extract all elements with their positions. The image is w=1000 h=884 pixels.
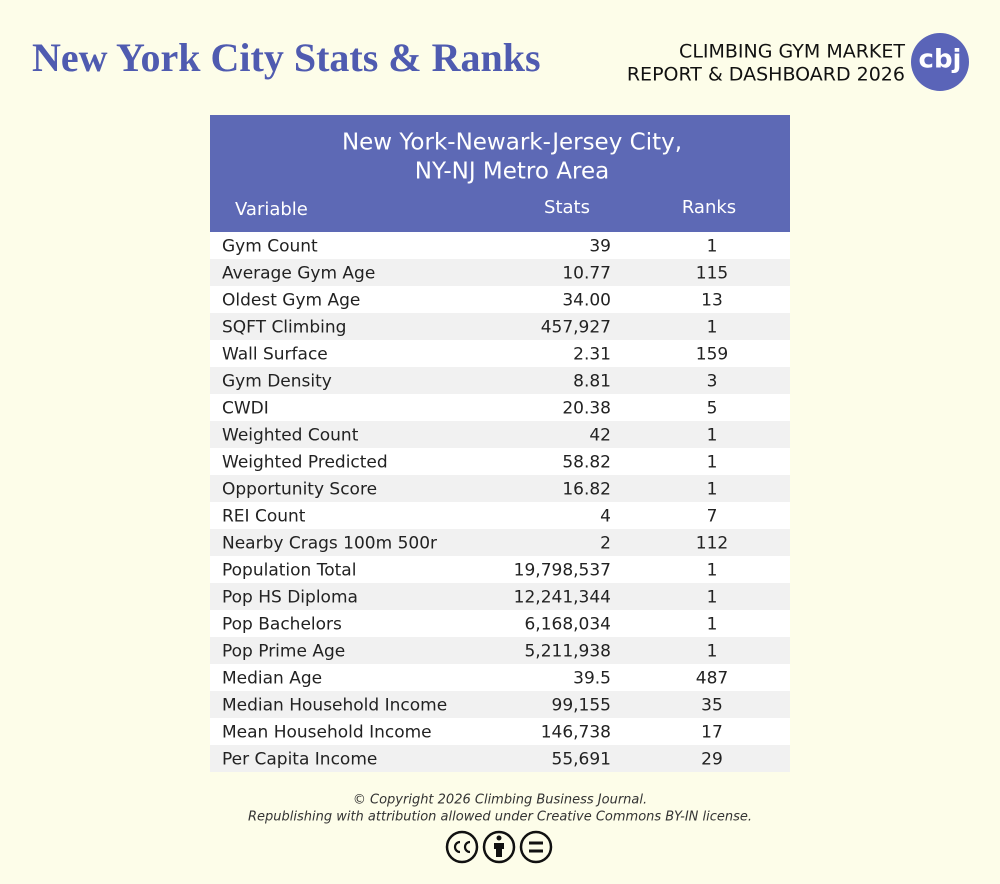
stats-cell: 39.5 xyxy=(573,669,611,689)
stats-cell: 2.31 xyxy=(573,345,611,365)
table-row xyxy=(210,556,790,583)
table-row xyxy=(210,340,790,367)
table-row xyxy=(210,475,790,502)
variable-cell: Opportunity Score xyxy=(222,480,377,500)
table-row xyxy=(210,367,790,394)
rank-cell: 13 xyxy=(701,291,723,311)
variable-cell: Oldest Gym Age xyxy=(222,291,360,311)
rank-cell: 487 xyxy=(696,669,728,689)
column-header: Variable xyxy=(235,199,308,220)
variable-cell: Mean Household Income xyxy=(222,723,432,743)
footer-text: © Copyright 2026 Climbing Business Journ… xyxy=(353,793,647,808)
stats-cell: 58.82 xyxy=(562,453,611,473)
variable-cell: Weighted Predicted xyxy=(222,453,388,473)
rank-cell: 3 xyxy=(707,372,718,392)
stats-cell: 42 xyxy=(589,426,611,446)
table-row xyxy=(210,286,790,313)
rank-cell: 1 xyxy=(707,453,718,473)
variable-cell: REI Count xyxy=(222,507,306,527)
variable-cell: Pop Bachelors xyxy=(222,615,342,635)
variable-cell: Pop HS Diploma xyxy=(222,588,358,608)
stats-cell: 2 xyxy=(600,534,611,554)
table-row xyxy=(210,502,790,529)
table-row xyxy=(210,313,790,340)
rank-cell: 112 xyxy=(696,534,728,554)
stats-cell: 99,155 xyxy=(552,696,611,716)
table-row xyxy=(210,745,790,772)
stats-cell: 10.77 xyxy=(562,264,611,284)
variable-cell: Population Total xyxy=(222,561,356,581)
table-title: NY-NJ Metro Area xyxy=(415,159,609,185)
license-icons xyxy=(445,830,553,864)
table-row xyxy=(210,637,790,664)
logo-text: cbj xyxy=(919,45,962,75)
table-row xyxy=(210,529,790,556)
stats-cell: 16.82 xyxy=(562,480,611,500)
rank-cell: 35 xyxy=(701,696,723,716)
stats-cell: 19,798,537 xyxy=(514,561,611,581)
rank-cell: 1 xyxy=(707,237,718,257)
stats-cell: 5,211,938 xyxy=(524,642,611,662)
stats-cell: 55,691 xyxy=(552,750,611,770)
stats-cell: 8.81 xyxy=(573,372,611,392)
variable-cell: SQFT Climbing xyxy=(222,318,346,338)
rank-cell: 1 xyxy=(707,615,718,635)
table-row xyxy=(210,232,790,259)
rank-cell: 5 xyxy=(707,399,718,419)
table-row xyxy=(210,259,790,286)
stats-cell: 34.00 xyxy=(562,291,611,311)
table-row xyxy=(210,691,790,718)
variable-cell: Gym Count xyxy=(222,237,318,257)
stats-cell: 20.38 xyxy=(562,399,611,419)
stats-cell: 39 xyxy=(589,237,611,257)
page-title: New York City Stats & Ranks xyxy=(32,35,541,80)
column-header: Stats xyxy=(544,197,590,218)
rank-cell: 1 xyxy=(707,426,718,446)
variable-cell: Median Household Income xyxy=(222,696,447,716)
variable-cell: Pop Prime Age xyxy=(222,642,345,662)
table-title: New York-Newark-Jersey City, xyxy=(342,130,682,156)
rank-cell: 1 xyxy=(707,318,718,338)
rank-cell: 1 xyxy=(707,480,718,500)
stats-cell: 12,241,344 xyxy=(514,588,611,608)
brand-line: CLIMBING GYM MARKET xyxy=(679,41,905,63)
table-row xyxy=(210,421,790,448)
rank-cell: 1 xyxy=(707,642,718,662)
column-header: Ranks xyxy=(682,197,736,218)
rank-cell: 1 xyxy=(707,561,718,581)
table-row xyxy=(210,664,790,691)
rank-cell: 29 xyxy=(701,750,723,770)
brand-line: REPORT & DASHBOARD 2026 xyxy=(627,64,905,86)
table-row xyxy=(210,718,790,745)
variable-cell: Per Capita Income xyxy=(222,750,377,770)
variable-cell: Weighted Count xyxy=(222,426,359,446)
table-header xyxy=(210,115,790,232)
table-row xyxy=(210,583,790,610)
variable-cell: CWDI xyxy=(222,399,269,419)
variable-cell: Average Gym Age xyxy=(222,264,375,284)
rank-cell: 115 xyxy=(696,264,728,284)
rank-cell: 159 xyxy=(696,345,728,365)
variable-cell: Wall Surface xyxy=(222,345,328,365)
variable-cell: Gym Density xyxy=(222,372,332,392)
table-row xyxy=(210,448,790,475)
stats-cell: 6,168,034 xyxy=(524,615,611,635)
footer-text: Republishing with attribution allowed un… xyxy=(248,810,752,825)
variable-cell: Nearby Crags 100m 500r xyxy=(222,534,437,554)
stats-cell: 146,738 xyxy=(541,723,611,743)
logo xyxy=(911,33,969,91)
rank-cell: 1 xyxy=(707,588,718,608)
table-row xyxy=(210,610,790,637)
table-row xyxy=(210,394,790,421)
stats-cell: 4 xyxy=(600,507,611,527)
rank-cell: 7 xyxy=(707,507,718,527)
rank-cell: 17 xyxy=(701,723,723,743)
stats-cell: 457,927 xyxy=(541,318,611,338)
variable-cell: Median Age xyxy=(222,669,322,689)
